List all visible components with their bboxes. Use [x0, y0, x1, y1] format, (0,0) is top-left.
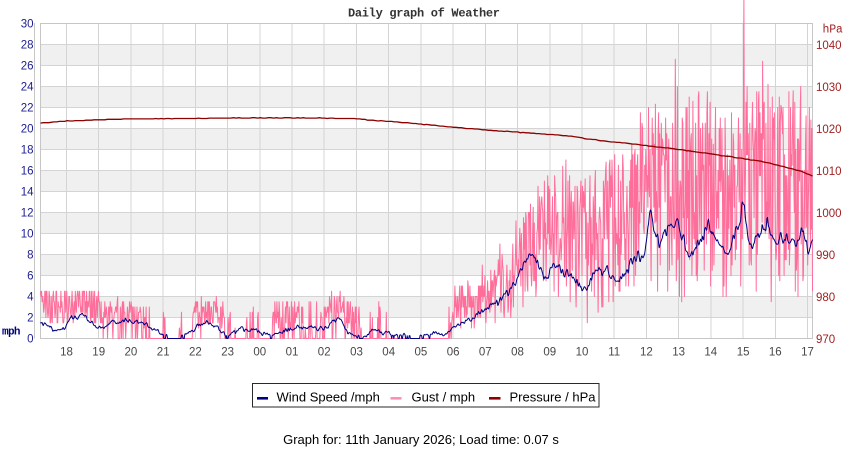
svg-text:21: 21	[157, 347, 170, 359]
svg-text:14: 14	[704, 347, 717, 359]
svg-text:00: 00	[253, 347, 266, 359]
svg-text:2: 2	[27, 313, 33, 325]
svg-text:19: 19	[92, 347, 105, 359]
svg-text:23: 23	[221, 347, 234, 359]
svg-text:26: 26	[21, 61, 34, 73]
svg-text:22: 22	[189, 347, 202, 359]
svg-text:13: 13	[672, 347, 685, 359]
svg-text:12: 12	[640, 347, 653, 359]
svg-text:4: 4	[27, 292, 34, 304]
svg-text:Daily graph of Weather: Daily graph of Weather	[348, 7, 500, 21]
svg-text:20: 20	[125, 347, 138, 359]
svg-text:Gust / mph: Gust / mph	[412, 389, 476, 404]
svg-text:07: 07	[479, 347, 492, 359]
svg-text:970: 970	[816, 334, 835, 346]
svg-text:0: 0	[27, 334, 33, 346]
svg-text:16: 16	[769, 347, 782, 359]
svg-text:30: 30	[21, 19, 34, 31]
svg-text:990: 990	[816, 250, 835, 262]
svg-text:03: 03	[350, 347, 363, 359]
svg-text:18: 18	[21, 145, 34, 157]
svg-text:22: 22	[21, 103, 34, 115]
svg-text:28: 28	[21, 40, 34, 52]
svg-text:14: 14	[21, 187, 34, 199]
svg-text:08: 08	[511, 347, 524, 359]
svg-text:10: 10	[576, 347, 589, 359]
svg-text:6: 6	[27, 271, 33, 283]
svg-text:980: 980	[816, 292, 835, 304]
svg-text:09: 09	[543, 347, 556, 359]
svg-text:06: 06	[447, 347, 460, 359]
svg-text:mph: mph	[2, 327, 21, 339]
svg-text:02: 02	[318, 347, 331, 359]
svg-text:hPa: hPa	[823, 24, 843, 37]
svg-text:Wind Speed /mph: Wind Speed /mph	[277, 389, 380, 404]
svg-text:1010: 1010	[816, 166, 842, 178]
svg-text:11: 11	[608, 347, 620, 359]
svg-text:24: 24	[21, 82, 34, 94]
svg-text:17: 17	[801, 347, 814, 359]
svg-text:18: 18	[60, 347, 73, 359]
svg-text:16: 16	[21, 166, 34, 178]
svg-text:20: 20	[21, 124, 34, 136]
svg-text:05: 05	[415, 347, 428, 359]
svg-text:1040: 1040	[816, 40, 842, 52]
svg-text:10: 10	[21, 229, 34, 241]
svg-text:1020: 1020	[816, 124, 842, 136]
svg-text:1000: 1000	[816, 208, 842, 220]
svg-text:04: 04	[382, 347, 395, 359]
svg-text:12: 12	[21, 208, 34, 220]
svg-text:Graph for: 11th January 2026;: Graph for: 11th January 2026; Load time:…	[283, 432, 559, 447]
svg-text:15: 15	[737, 347, 750, 359]
svg-text:8: 8	[27, 250, 33, 262]
svg-text:01: 01	[286, 347, 299, 359]
svg-text:1030: 1030	[816, 82, 842, 94]
svg-text:Pressure / hPa: Pressure / hPa	[510, 389, 597, 404]
